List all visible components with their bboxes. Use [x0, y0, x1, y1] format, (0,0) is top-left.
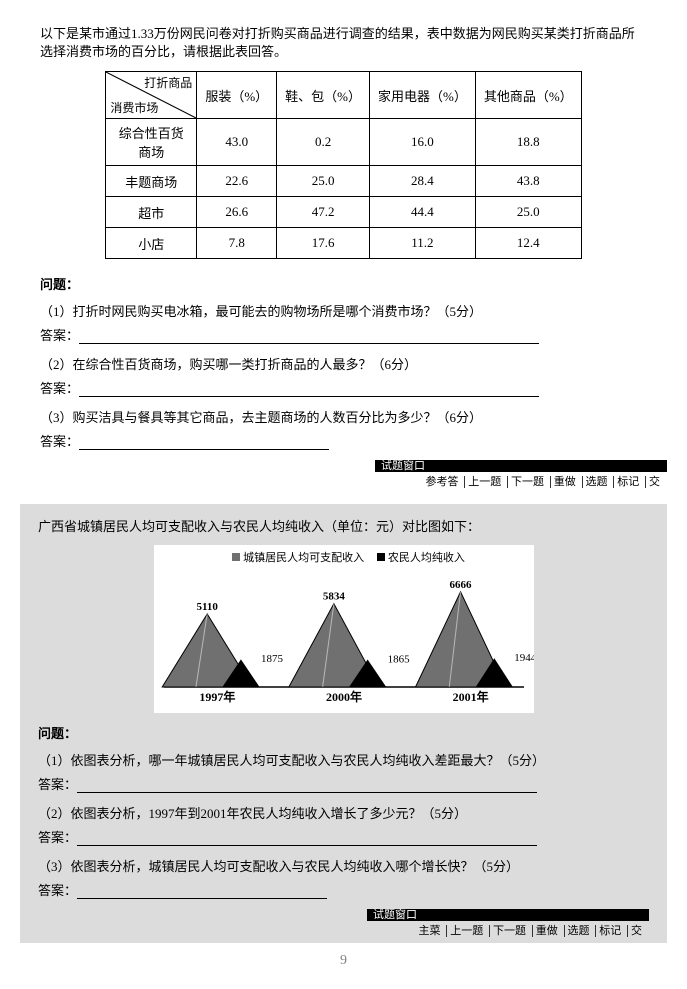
box2-intro: 广西省城镇居民人均可支配收入与农民人均纯收入（单位：元）对比图如下： [38, 516, 649, 535]
cell: 12.4 [475, 228, 581, 259]
box2-q1: （1）依图表分析，哪一年城镇居民人均可支配收入与农民人均纯收入差距最大？（5分） [38, 750, 629, 769]
legend-label-rural: 农民人均纯收入 [388, 552, 465, 564]
svg-text:6666: 6666 [449, 579, 472, 591]
blank-underline [77, 884, 327, 899]
diagonal-header-cell: 打折商品 消费市场 [106, 72, 197, 119]
cell: 44.4 [370, 197, 476, 228]
nav-item[interactable]: 下一题 [507, 476, 547, 488]
question-1: （1）打折时网民购买电冰箱，最可能去的购物场所是哪个消费市场？（5分） [40, 301, 647, 320]
nav-links: 主菜 上一题 下一题 重做 选题 标记 交 [412, 921, 650, 939]
nav-item[interactable]: 交 [645, 476, 663, 488]
page-number: 9 [20, 953, 667, 969]
answer-label: 答案： [38, 777, 77, 792]
row-label: 超市 [106, 197, 197, 228]
blank-underline [77, 778, 537, 793]
svg-text:1944: 1944 [514, 653, 534, 665]
nav-links: 参考答 上一题 下一题 重做 选题 标记 交 [419, 472, 668, 490]
nav-title: 试题窗口 [375, 460, 667, 472]
chart-svg: 5110 1875 1997年 5834 1865 2000年 6666 1944 2001年 [154, 569, 534, 709]
nav-item[interactable]: 主菜 [416, 925, 444, 937]
income-chart: 城镇居民人均可支配收入 农民人均纯收入 5110 1875 1997年 5834 186… [154, 545, 534, 713]
blank-underline [77, 831, 537, 846]
svg-text:1875: 1875 [260, 654, 283, 666]
cell: 25.0 [475, 197, 581, 228]
problem-box-2: 广西省城镇居民人均可支配收入与农民人均纯收入（单位：元）对比图如下： 城镇居民人… [20, 504, 667, 943]
nav-item[interactable]: 选题 [564, 925, 593, 937]
nav-item[interactable]: 标记 [595, 925, 624, 937]
nav-bar-1: 试题窗口 参考答 上一题 下一题 重做 选题 标记 交 [20, 460, 667, 486]
cell: 26.6 [197, 197, 277, 228]
diag-bottom-label: 消费市场 [110, 99, 158, 116]
answer-line: 答案： [38, 880, 629, 899]
blank-underline [79, 382, 539, 397]
answer-label: 答案： [38, 883, 77, 898]
legend-label-urban: 城镇居民人均可支配收入 [243, 552, 364, 564]
col-header: 服装（%） [197, 72, 277, 119]
row-label: 综合性百货商场 [106, 119, 197, 166]
answer-line: 答案： [40, 325, 647, 344]
cell: 43.0 [197, 119, 277, 166]
answer-label: 答案： [40, 381, 79, 396]
blank-underline [79, 435, 329, 450]
nav-item[interactable]: 上一题 [464, 476, 504, 488]
cell: 18.8 [475, 119, 581, 166]
answer-line: 答案： [38, 827, 629, 846]
question-3: （3）购买洁具与餐具等其它商品，去主题商场的人数百分比为多少？（6分） [40, 407, 647, 426]
nav-title: 试题窗口 [367, 909, 649, 921]
questions-label: 问题： [40, 274, 667, 293]
col-header: 其他商品（%） [475, 72, 581, 119]
cell: 25.0 [277, 166, 370, 197]
cell: 43.8 [475, 166, 581, 197]
col-header: 鞋、包（%） [277, 72, 370, 119]
nav-item[interactable]: 选题 [582, 476, 611, 488]
nav-item[interactable]: 下一题 [489, 925, 529, 937]
answer-label: 答案： [40, 328, 79, 343]
answer-label: 答案： [40, 434, 79, 449]
row-label: 丰题商场 [106, 166, 197, 197]
svg-text:1865: 1865 [387, 654, 410, 666]
svg-text:5834: 5834 [322, 591, 345, 603]
answer-line: 答案： [40, 378, 647, 397]
nav-item[interactable]: 上一题 [446, 925, 486, 937]
question-2: （2）在综合性百货商场，购买哪一类打折商品的人最多？（6分） [40, 354, 647, 373]
svg-text:1997年: 1997年 [199, 689, 235, 704]
nav-item[interactable]: 标记 [613, 476, 642, 488]
svg-text:2000年: 2000年 [325, 689, 361, 704]
cell: 28.4 [370, 166, 476, 197]
box2-q2: （2）依图表分析，1997年到2001年农民人均纯收入增长了多少元？（5分） [38, 803, 629, 822]
row-label: 小店 [106, 228, 197, 259]
col-header: 家用电器（%） [370, 72, 476, 119]
questions-label-2: 问题： [38, 723, 649, 742]
cell: 22.6 [197, 166, 277, 197]
data-table-1: 打折商品 消费市场 服装（%） 鞋、包（%） 家用电器（%） 其他商品（%） 综… [105, 71, 581, 259]
cell: 17.6 [277, 228, 370, 259]
cell: 0.2 [277, 119, 370, 166]
legend-swatch-rural [377, 553, 385, 561]
nav-item[interactable]: 交 [627, 925, 645, 937]
nav-item[interactable]: 重做 [550, 476, 579, 488]
intro-paragraph: 以下是某市通过1.33万份网民问卷对打折购买商品进行调查的结果，表中数据为网民购… [40, 25, 647, 61]
legend-swatch-urban [232, 553, 240, 561]
blank-underline [79, 329, 539, 344]
cell: 47.2 [277, 197, 370, 228]
nav-item[interactable]: 重做 [532, 925, 561, 937]
diag-top-label: 打折商品 [144, 74, 192, 91]
cell: 11.2 [370, 228, 476, 259]
box2-q3: （3）依图表分析，城镇居民人均可支配收入与农民人均纯收入哪个增长快？（5分） [38, 856, 629, 875]
answer-label: 答案： [38, 830, 77, 845]
answer-line: 答案： [40, 431, 647, 450]
chart-legend: 城镇居民人均可支配收入 农民人均纯收入 [154, 545, 534, 569]
cell: 16.0 [370, 119, 476, 166]
svg-text:2001年: 2001年 [452, 689, 488, 704]
nav-item[interactable]: 参考答 [423, 476, 462, 488]
svg-text:5110: 5110 [196, 601, 218, 613]
nav-bar-2: 试题窗口 主菜 上一题 下一题 重做 选题 标记 交 [38, 909, 649, 935]
answer-line: 答案： [38, 774, 629, 793]
cell: 7.8 [197, 228, 277, 259]
